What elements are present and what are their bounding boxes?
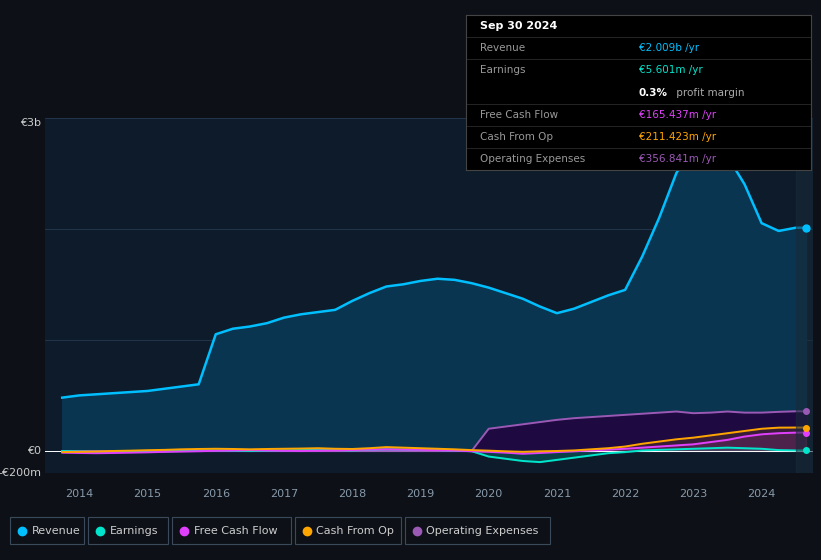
Text: Operating Expenses: Operating Expenses <box>426 526 539 535</box>
Text: Free Cash Flow: Free Cash Flow <box>479 110 558 120</box>
Text: €356.841m /yr: €356.841m /yr <box>639 154 716 164</box>
Text: €165.437m /yr: €165.437m /yr <box>639 110 716 120</box>
Text: 2024: 2024 <box>747 489 776 499</box>
Text: Operating Expenses: Operating Expenses <box>479 154 585 164</box>
Text: €5.601m /yr: €5.601m /yr <box>639 66 702 76</box>
Text: 2014: 2014 <box>65 489 94 499</box>
Text: -€200m: -€200m <box>0 468 41 478</box>
Text: €3b: €3b <box>21 118 41 128</box>
Text: Sep 30 2024: Sep 30 2024 <box>479 21 557 31</box>
Text: profit margin: profit margin <box>673 87 745 97</box>
Text: 0.3%: 0.3% <box>639 87 667 97</box>
Text: 2018: 2018 <box>338 489 366 499</box>
Text: 2022: 2022 <box>611 489 640 499</box>
Text: €0: €0 <box>27 446 41 456</box>
Text: 2023: 2023 <box>679 489 708 499</box>
Text: €2.009b /yr: €2.009b /yr <box>639 43 699 53</box>
Text: €211.423m /yr: €211.423m /yr <box>639 132 716 142</box>
Text: Cash From Op: Cash From Op <box>479 132 553 142</box>
Text: 2016: 2016 <box>202 489 230 499</box>
Text: 2021: 2021 <box>543 489 571 499</box>
Text: 2015: 2015 <box>134 489 162 499</box>
Text: 2017: 2017 <box>270 489 298 499</box>
Text: Earnings: Earnings <box>479 66 525 76</box>
Text: 2019: 2019 <box>406 489 434 499</box>
Bar <box>796 118 813 473</box>
Text: Cash From Op: Cash From Op <box>317 526 394 535</box>
Text: Free Cash Flow: Free Cash Flow <box>194 526 277 535</box>
Text: Earnings: Earnings <box>109 526 158 535</box>
Text: Revenue: Revenue <box>479 43 525 53</box>
Text: Revenue: Revenue <box>32 526 80 535</box>
Text: 2020: 2020 <box>475 489 502 499</box>
